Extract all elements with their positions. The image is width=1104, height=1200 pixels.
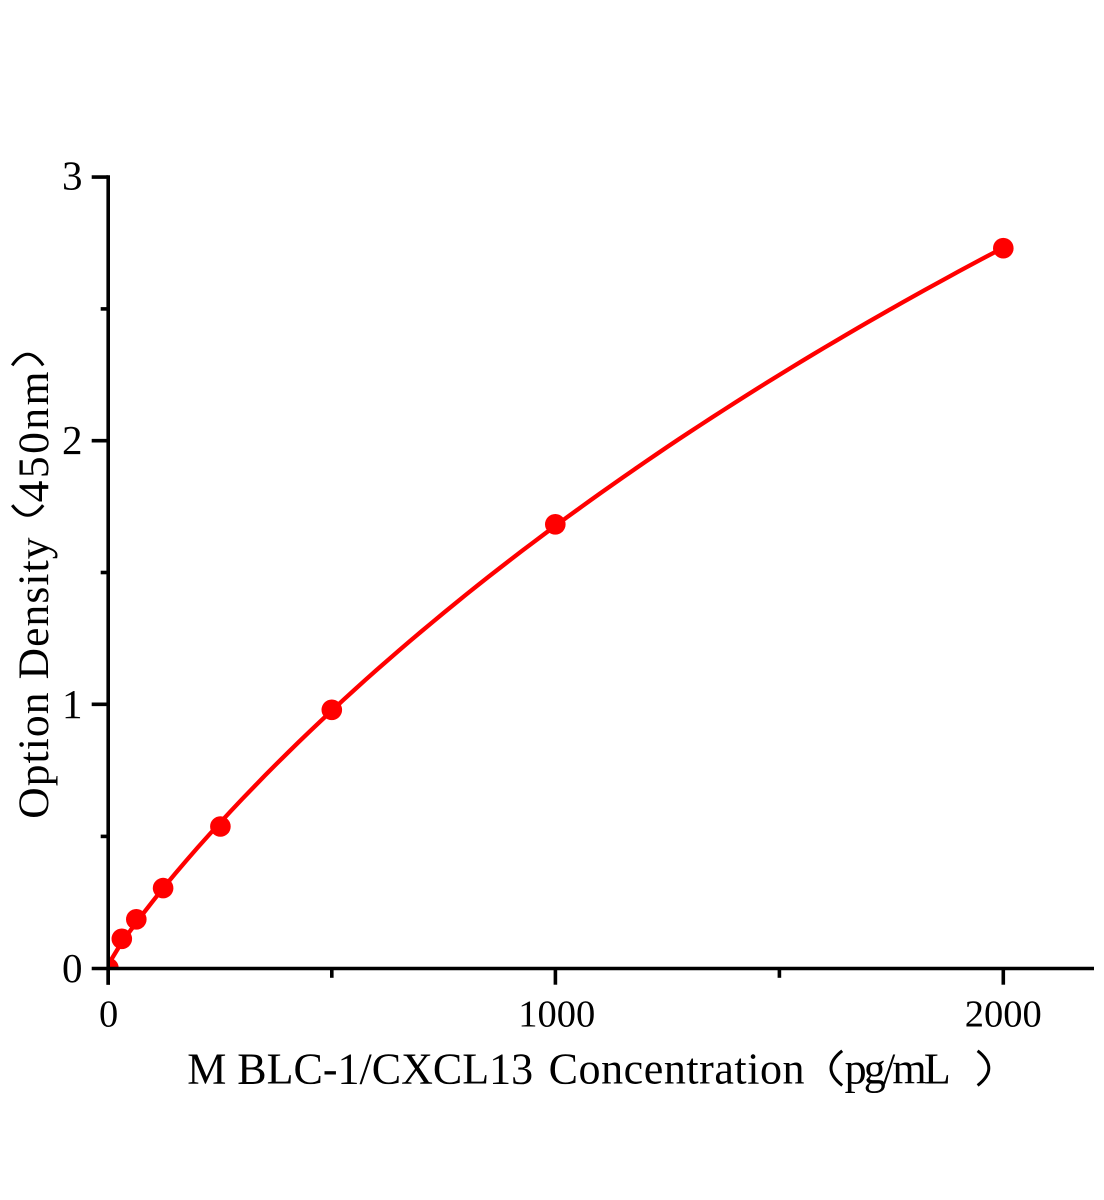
- svg-text:Option Density450nm: Option Density450nm: [10, 369, 58, 819]
- svg-text:1: 1: [62, 681, 83, 727]
- svg-text:0: 0: [62, 945, 83, 991]
- svg-text:0: 0: [99, 994, 118, 1036]
- svg-text:2: 2: [62, 417, 83, 463]
- svg-text:1000: 1000: [518, 994, 595, 1036]
- svg-text:2000: 2000: [965, 994, 1042, 1036]
- svg-text:3: 3: [62, 153, 83, 199]
